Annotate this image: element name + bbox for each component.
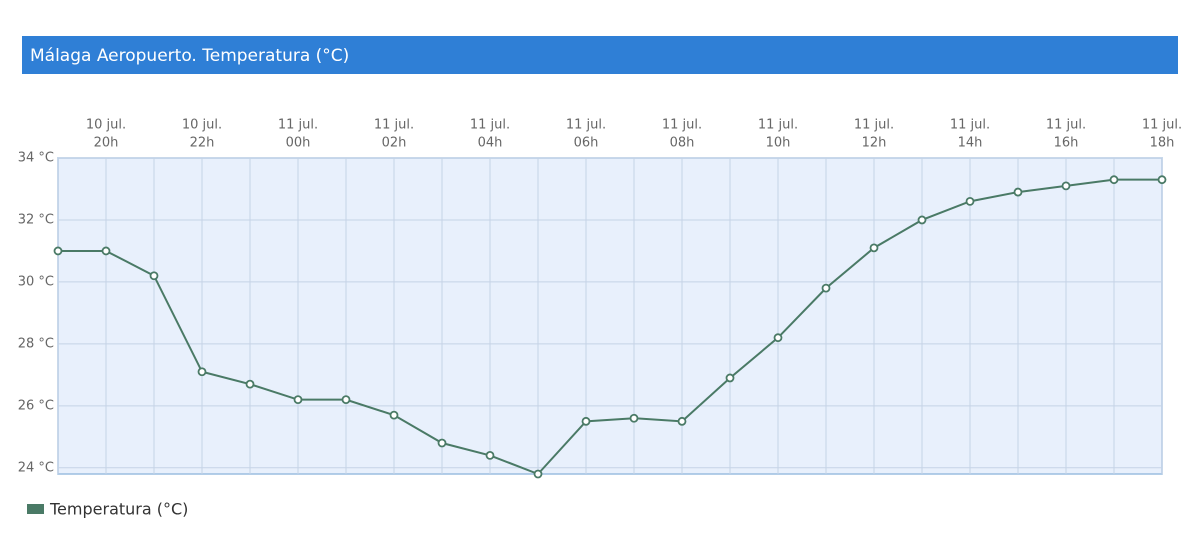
x-tick-label: 02h [382,136,407,151]
x-tick-label: 11 jul. [758,118,798,133]
x-tick-label: 06h [574,136,599,151]
point [293,395,303,405]
y-tick-label: 28 °C [18,336,54,351]
x-tick-label: 08h [670,136,695,151]
y-tick-label: 30 °C [18,274,54,289]
x-tick-label: 11 jul. [1046,118,1086,133]
point [581,416,591,426]
x-tick-label: 14h [958,136,983,151]
x-tick-label: 11 jul. [662,118,702,133]
x-tick-label: 00h [286,136,311,151]
x-tick-label: 16h [1054,136,1079,151]
line [58,178,1162,476]
x-tick-label: 11 jul. [278,118,318,133]
y-tick-label: 32 °C [18,212,54,227]
plot-area [57,157,1163,475]
point [965,196,975,206]
legend-label: Temperatura (°C) [49,500,188,519]
point [1013,187,1023,197]
x-tick-label: 11 jul. [854,118,894,133]
point [389,410,399,420]
point [677,416,687,426]
point [773,333,783,343]
x-tick-label: 11 jul. [566,118,606,133]
y-tick-label: 26 °C [18,398,54,413]
x-tick-label: 20h [94,136,119,151]
x-tick-label: 10h [766,136,791,151]
point [437,438,447,448]
x-tick-label: 11 jul. [470,118,510,133]
x-tick-label: 11 jul. [374,118,414,133]
x-tick-label: 11 jul. [950,118,990,133]
legend-swatch [27,504,44,514]
point [629,413,639,423]
point [245,379,255,389]
y-tick-label: 24 °C [18,460,54,475]
point [821,283,831,293]
x-tick-label: 04h [478,136,503,151]
y-tick-label: 34 °C [18,151,54,166]
point [197,367,207,377]
x-tick-label: 12h [862,136,887,151]
point [1157,175,1167,185]
x-tick-label: 22h [190,136,215,151]
point [53,246,63,256]
title-bar [22,36,1178,74]
point [341,395,351,405]
point [725,373,735,383]
point [485,451,495,460]
point [1061,181,1071,191]
x-tick-label: 18h [1150,136,1175,151]
chart-title: Málaga Aeropuerto. Temperatura (°C) [30,46,349,66]
point [917,215,927,225]
point [533,469,543,479]
point [869,243,879,253]
point [101,246,111,256]
x-tick-label: 11 jul. [1142,118,1182,133]
x-tick-label: 10 jul. [182,118,222,133]
x-tick-label: 10 jul. [86,118,126,133]
point [1109,175,1119,185]
point [149,271,159,281]
